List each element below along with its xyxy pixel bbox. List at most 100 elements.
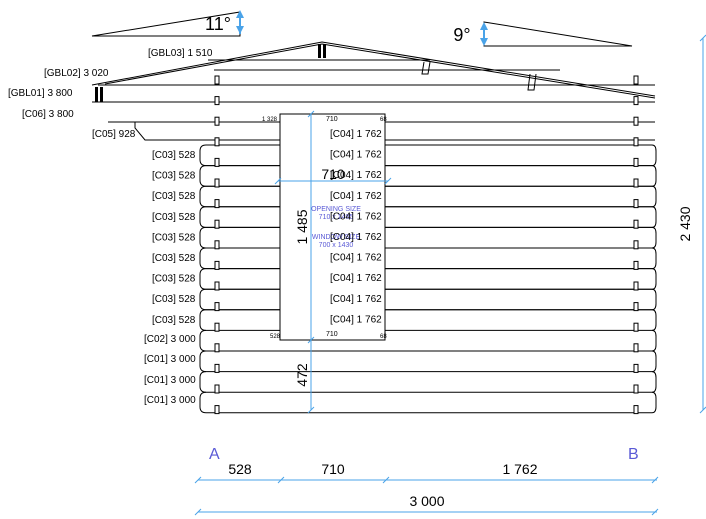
window-opening: 1 328 710 68 528 710 68 OPENING SIZE 710… [262, 113, 387, 341]
gable [91, 41, 656, 102]
c04-label: [C04] 1 762 [330, 211, 382, 222]
bottom-dim-total: 3 000 [409, 493, 444, 509]
log-course [199, 206, 657, 228]
log-notch [633, 405, 639, 415]
angle-arrow-icon [480, 22, 488, 46]
window-corner-bottom-mid: 710 [326, 331, 338, 338]
opening-size-value: 710 x 1485 [319, 214, 354, 221]
purlin-icon [527, 73, 537, 91]
log-course [199, 329, 657, 352]
log-course [199, 247, 657, 270]
log-notch [214, 219, 220, 229]
log-notch [214, 137, 220, 147]
c04-label: [C04] 1 762 [330, 129, 382, 140]
roof-angle-left: 11° [91, 10, 244, 37]
log-notch [214, 405, 220, 415]
log-course [199, 144, 657, 167]
wall-height-dimension: 2 430 [677, 34, 706, 414]
window-height-dim: 1 485 [294, 209, 310, 244]
c04-label: [C04] 1 762 [330, 253, 382, 264]
log-course [199, 268, 657, 290]
window-width-dim: 710 [321, 166, 345, 182]
wall-height-label: 2 430 [677, 206, 693, 241]
log-notch [214, 302, 220, 312]
window-corner-bottom-left: 528 [270, 334, 281, 340]
c06-label: [C06] 3 800 [22, 109, 74, 120]
c03-label: [C03] 528 [152, 191, 196, 202]
log-course [199, 226, 657, 249]
c03-label: [C03] 528 [152, 150, 196, 161]
log-notch [633, 240, 639, 250]
window-corner-top-right: 68 [380, 117, 387, 123]
c03-label: [C03] 528 [152, 274, 196, 285]
log-notch [633, 137, 639, 147]
log-notch [633, 302, 639, 312]
log-course [199, 371, 657, 393]
c03-label: [C03] 528 [152, 212, 196, 223]
log-course [199, 185, 657, 208]
c05-label: [C05] 928 [92, 129, 136, 140]
log-notch [214, 384, 220, 394]
log-notch [633, 219, 639, 229]
log-notch [214, 178, 220, 188]
roof-angle-right: 9° [453, 21, 633, 47]
angle-arrow-icon [236, 10, 244, 34]
log-notch [633, 363, 639, 373]
log-course [199, 350, 657, 373]
roof-angle-left-label: 11° [205, 14, 231, 34]
c03-label: [C03] 528 [152, 171, 196, 182]
gbl03-label: [GBL03] 1 510 [148, 48, 213, 59]
c04-label: [C04] 1 762 [330, 294, 382, 305]
gbl02-label: [GBL02] 3 020 [44, 68, 109, 79]
bottom-dim-1762: 1 762 [502, 461, 537, 477]
log-notch [633, 384, 639, 394]
log-notch [214, 75, 220, 85]
bottom-dimensions: 528 710 1 762 3 000 [194, 461, 659, 516]
log-notch [214, 240, 220, 250]
bottom-dim-710: 710 [321, 461, 345, 477]
c04-label: [C04] 1 762 [330, 191, 382, 202]
log-notch [214, 322, 220, 332]
log-labels: [GBL03] 1 510 [GBL02] 3 020 [GBL01] 3 80… [8, 48, 382, 406]
log-notch [633, 157, 639, 167]
sill-height-dim: 472 [294, 363, 310, 387]
window-corner-top-mid: 710 [326, 116, 338, 123]
log-notch [633, 199, 639, 209]
roof-angle-right-label: 9° [453, 25, 470, 45]
c03-label: [C03] 528 [152, 232, 196, 243]
window-corner-top-left: 1 328 [262, 117, 278, 123]
log-course [199, 288, 657, 311]
window-dimensions: 710 1 485 472 [274, 110, 392, 414]
log-notch [214, 363, 220, 373]
c04-label: [C04] 1 762 [330, 150, 382, 161]
log-notch [214, 281, 220, 291]
log-notch [214, 157, 220, 167]
opening-size-title: OPENING SIZE [311, 206, 361, 213]
log-notch [633, 322, 639, 332]
c01-label: [C01] 3 000 [144, 395, 196, 406]
log-notch [633, 178, 639, 188]
purlin-icon [318, 44, 321, 58]
corner-b-label: B [628, 446, 639, 463]
log-notch [214, 116, 220, 126]
c03-label: [C03] 528 [152, 294, 196, 305]
log-course [199, 165, 657, 187]
c03-label: [C03] 528 [152, 315, 196, 326]
log-course [199, 391, 657, 414]
log-notch [633, 281, 639, 291]
log-course [199, 309, 657, 331]
log-notch [633, 343, 639, 353]
c04-label: [C04] 1 762 [330, 232, 382, 243]
c03-label: [C03] 528 [152, 253, 196, 264]
log-notch [214, 260, 220, 270]
purlin-icon [95, 87, 98, 102]
c02-label: [C02] 3 000 [144, 334, 196, 345]
log-notch [633, 260, 639, 270]
log-notch [214, 96, 220, 106]
c01-label: [C01] 3 000 [144, 354, 196, 365]
log-notch [633, 96, 639, 106]
log-notch [214, 199, 220, 209]
c04-label: [C04] 1 762 [330, 273, 382, 284]
c04-label: [C04] 1 762 [330, 314, 382, 325]
